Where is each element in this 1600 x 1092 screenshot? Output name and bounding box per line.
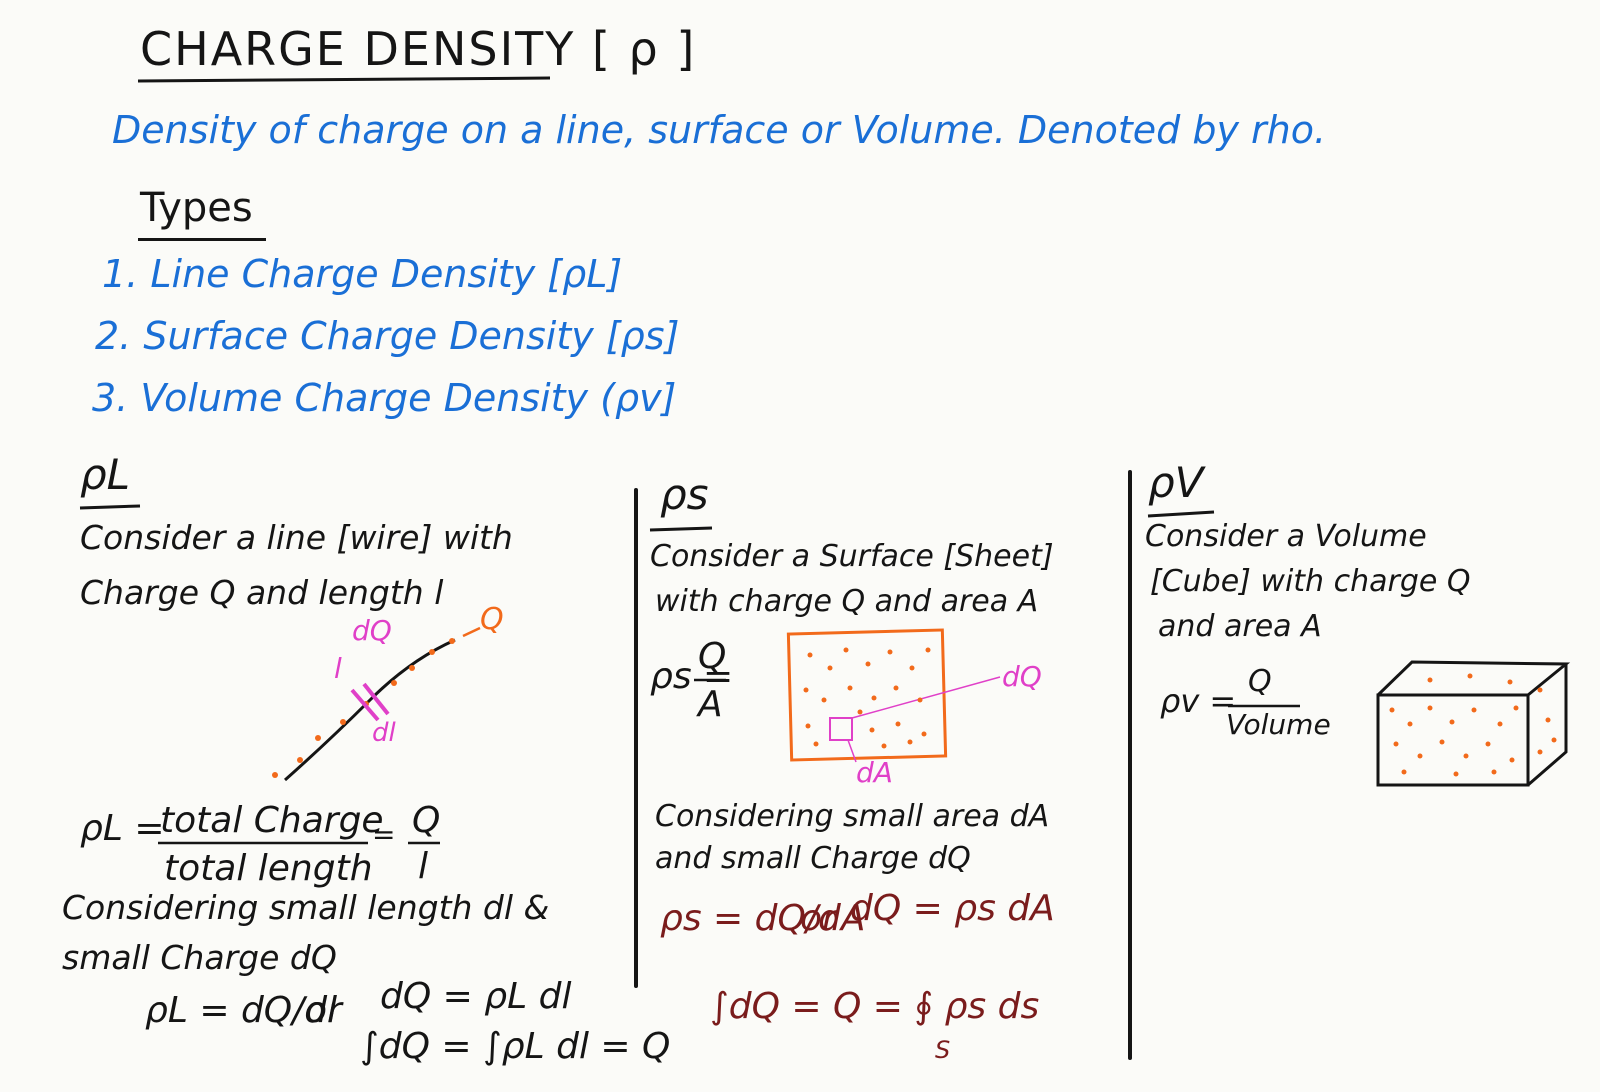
surface-description-2: with charge Q and area A xyxy=(655,584,1039,619)
volume-formula-num: Q xyxy=(1248,664,1272,699)
type-item-surface: 2. Surface Charge Density [ρs] xyxy=(95,314,680,358)
surface-diff-formula: ρs = dQ/dA xyxy=(660,898,866,939)
type-item-volume: 3. Volume Charge Density (ρv] xyxy=(92,376,677,420)
surface-label-dA: dA xyxy=(856,756,893,789)
volume-formula-den: Volume xyxy=(1226,708,1331,741)
column-divider-left xyxy=(634,488,638,988)
line-formula-lhs: ρL = xyxy=(80,808,165,849)
line-formula-numerator: total Charge xyxy=(160,800,384,841)
line-description-2: Charge Q and length l xyxy=(80,573,444,612)
line-integral: ∫dQ = ∫ρL dl = Q xyxy=(360,1026,671,1067)
surface-or: or xyxy=(800,898,837,939)
volume-description-3: and area A xyxy=(1158,609,1322,644)
surface-description-1: Consider a Surface [Sheet] xyxy=(650,539,1054,574)
page-title: CHARGE DENSITY [ ρ ] xyxy=(140,22,697,76)
types-underline xyxy=(138,238,266,241)
surface-heading-underline xyxy=(649,526,713,532)
line-formula-denominator: total length xyxy=(164,848,373,889)
volume-description-2: [Cube] with charge Q xyxy=(1150,564,1471,599)
volume-heading-underline xyxy=(1147,510,1215,518)
line-formula-equals: = xyxy=(372,818,396,851)
label-dl: dl xyxy=(372,718,396,748)
types-heading: Types xyxy=(140,185,253,231)
surface-considering-1: Considering small area dA xyxy=(655,799,1050,834)
surface-integral-subscript: S xyxy=(935,1036,951,1064)
line-section-heading: ρL xyxy=(80,450,131,499)
label-Q: Q xyxy=(480,602,504,637)
line-considering-1: Considering small length dl & xyxy=(62,888,550,927)
label-dQ: dQ xyxy=(352,614,392,647)
line-considering-2: small Charge dQ xyxy=(62,938,337,977)
wire-line xyxy=(284,638,456,782)
line-description-1: Consider a line [wire] with xyxy=(80,518,513,557)
dA-pointer xyxy=(847,739,857,763)
surface-formula-lhs: ρs = xyxy=(650,656,734,697)
sheet-charges xyxy=(803,647,931,749)
cube xyxy=(1376,660,1571,787)
line-formula-rhs-num: Q xyxy=(412,800,441,841)
column-divider-right xyxy=(1128,470,1132,1060)
dQ-pointer xyxy=(851,676,1001,719)
definition-text: Density of charge on a line, surface or … xyxy=(112,108,1327,152)
line-diff-formula-2: dQ = ρL dl xyxy=(380,976,572,1017)
q-pointer xyxy=(462,626,481,638)
surface-formula-den: A xyxy=(698,684,723,725)
volume-description-1: Consider a Volume xyxy=(1145,519,1427,554)
label-l: l xyxy=(334,652,342,685)
dA-square xyxy=(829,717,853,741)
line-or: or xyxy=(305,990,342,1031)
volume-formula-lhs: ρv = xyxy=(1160,682,1237,720)
line-heading-underline xyxy=(79,504,141,510)
volume-section-heading: ρV xyxy=(1148,458,1204,507)
surface-integral: ∫dQ = Q = ∮ ρs ds xyxy=(710,986,1040,1027)
type-item-line: 1. Line Charge Density [ρL] xyxy=(102,252,623,296)
surface-section-heading: ρs xyxy=(660,470,709,519)
line-formula-rhs-den: l xyxy=(418,846,429,887)
surface-formula-num: Q xyxy=(698,636,727,677)
cube-charges xyxy=(1389,673,1557,777)
surface-considering-2: and small Charge dQ xyxy=(655,841,971,876)
surface-diff-formula-2: dQ = ρs dA xyxy=(850,888,1055,929)
dl-marks xyxy=(350,682,390,722)
line-diff-formula: ρL = dQ/dl xyxy=(145,990,338,1031)
surface-label-dQ: dQ xyxy=(1002,660,1042,693)
sheet-rect xyxy=(786,628,948,762)
